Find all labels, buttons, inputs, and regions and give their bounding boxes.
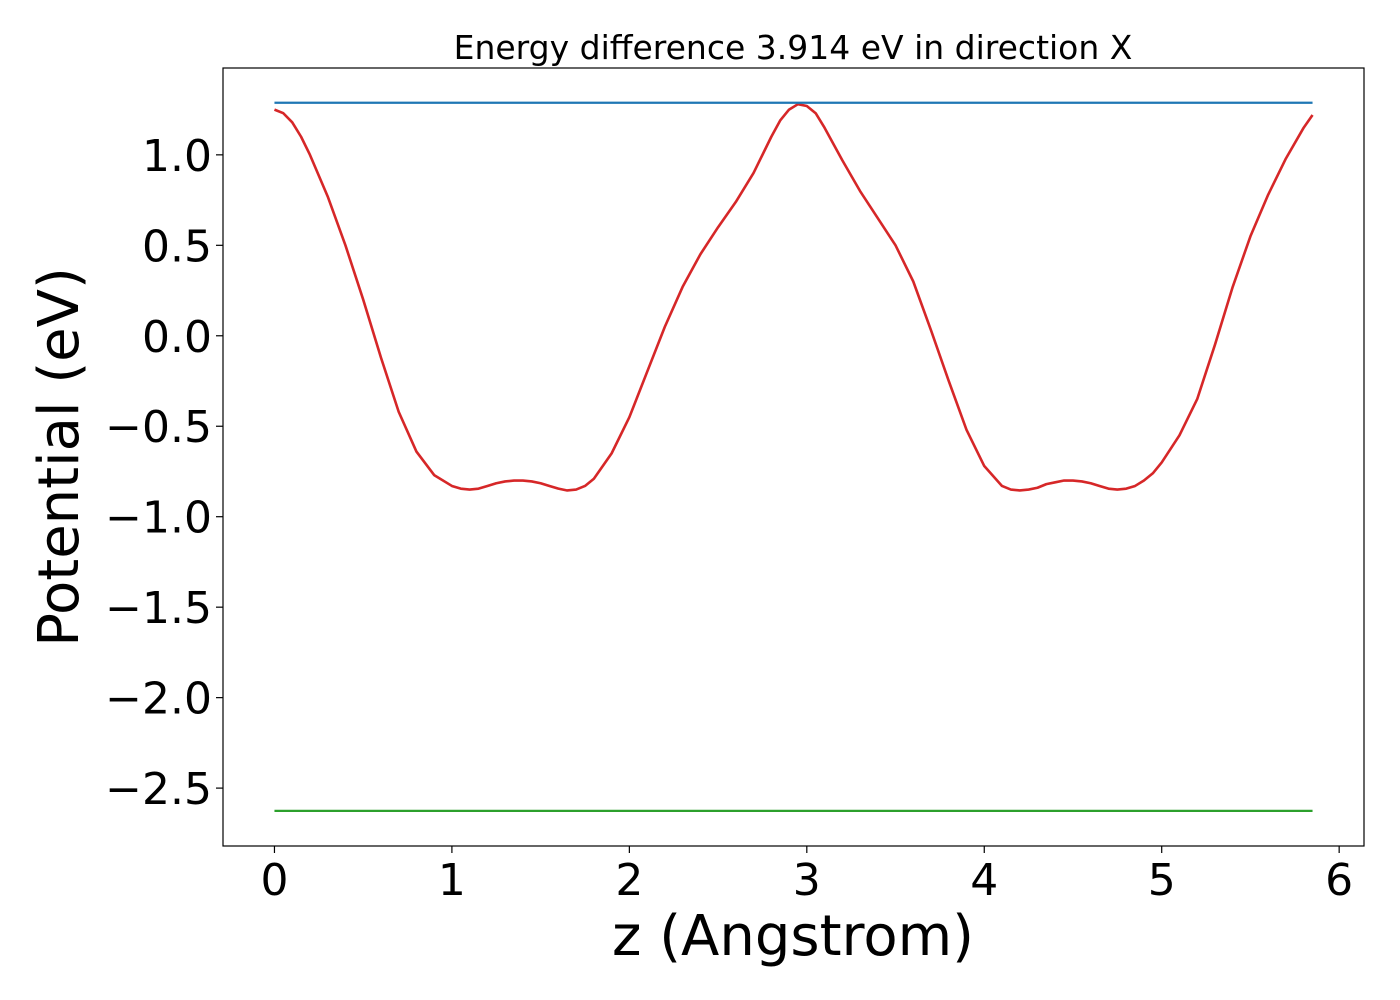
x-tick-label: 5	[1148, 855, 1176, 906]
chart-title: Energy difference 3.914 eV in direction …	[454, 28, 1133, 67]
y-tick-label: −1.0	[105, 493, 212, 544]
y-tick-label: −2.5	[105, 764, 212, 815]
x-axis: 0 1 2 3 4 5 6	[260, 846, 1353, 906]
y-axis: 1.0 0.5 0.0 −0.5 −1.0 −1.5 −2.0 −2.5	[105, 131, 223, 815]
x-axis-label: z (Angstrom)	[612, 904, 974, 969]
plot-area	[273, 101, 1314, 812]
y-tick-label: 0.5	[142, 221, 212, 272]
x-tick-label: 1	[438, 855, 466, 906]
y-tick-label: 1.0	[142, 131, 212, 182]
y-tick-label: −0.5	[105, 402, 212, 453]
y-tick-label: 0.0	[142, 312, 212, 363]
x-tick-label: 6	[1325, 855, 1353, 906]
x-tick-label: 0	[260, 855, 288, 906]
y-axis-label: Potential (eV)	[27, 267, 92, 647]
series-line-1	[273, 102, 1314, 492]
plot-frame	[222, 67, 1365, 847]
y-tick-label: −1.5	[105, 583, 212, 634]
x-tick-label: 3	[793, 855, 821, 906]
x-tick-label: 4	[970, 855, 998, 906]
x-tick-label: 2	[615, 855, 643, 906]
y-tick-label: −2.0	[105, 674, 212, 725]
